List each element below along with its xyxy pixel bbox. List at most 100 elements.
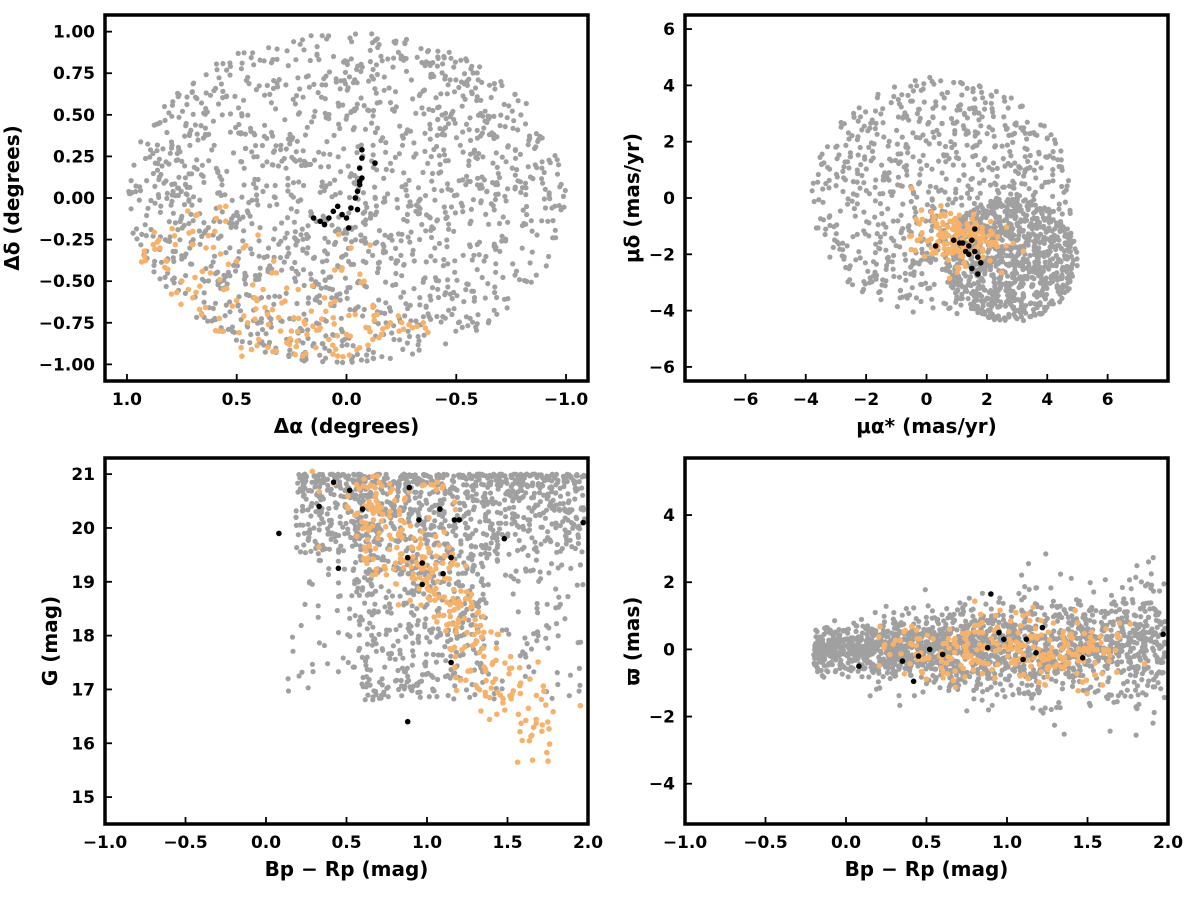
field-star — [503, 491, 509, 497]
candidate-star — [359, 175, 365, 181]
field-star — [303, 474, 309, 480]
field-star — [369, 642, 375, 648]
field-star — [910, 154, 916, 160]
field-star — [496, 501, 502, 507]
field-star — [485, 484, 491, 490]
field-star — [822, 231, 828, 238]
field-star — [248, 128, 254, 134]
field-star — [422, 621, 428, 627]
field-star — [387, 605, 393, 611]
y-tick-label: 0.00 — [53, 189, 95, 209]
field-star — [435, 626, 441, 632]
field-star — [321, 188, 327, 194]
field-star — [963, 273, 969, 279]
field-star — [473, 544, 479, 550]
field-star — [836, 152, 842, 158]
field-star — [1009, 244, 1015, 250]
field-star — [197, 197, 203, 203]
field-star — [175, 192, 181, 198]
field-star — [1022, 154, 1028, 160]
field-star — [1014, 191, 1020, 197]
field-star — [533, 557, 540, 563]
field-star — [436, 104, 442, 110]
field-star — [992, 212, 998, 218]
field-star — [554, 157, 560, 163]
x-tick-label: 4 — [1041, 390, 1053, 410]
field-star — [1025, 158, 1031, 164]
field-star — [954, 288, 960, 295]
field-star — [499, 678, 505, 684]
field-star — [914, 194, 920, 200]
field-star — [526, 505, 532, 511]
field-star — [514, 167, 520, 173]
member-star — [241, 313, 247, 319]
y-tick-label: 0.25 — [53, 147, 95, 167]
member-star — [255, 336, 262, 343]
field-star — [1068, 253, 1074, 259]
field-star — [375, 265, 381, 271]
field-star — [362, 240, 368, 246]
field-star — [178, 188, 184, 194]
member-star — [365, 342, 371, 349]
field-star — [241, 182, 247, 188]
field-star — [904, 295, 910, 301]
x-tick-label: −0.5 — [434, 390, 478, 410]
field-star — [405, 590, 411, 596]
member-star — [371, 312, 377, 319]
field-star — [503, 198, 509, 204]
field-star — [221, 277, 227, 283]
field-star — [899, 294, 906, 300]
field-star — [362, 209, 368, 215]
field-star — [318, 509, 324, 515]
field-star — [199, 276, 205, 282]
field-star — [458, 57, 464, 63]
field-star — [353, 559, 359, 566]
field-star — [896, 274, 903, 280]
field-star — [224, 67, 230, 73]
field-star — [499, 686, 505, 692]
member-star — [179, 278, 185, 285]
field-star — [470, 482, 476, 488]
field-star — [1039, 184, 1045, 190]
field-star — [249, 251, 255, 257]
field-star — [486, 221, 492, 227]
member-star — [967, 230, 973, 236]
field-star — [1010, 185, 1016, 191]
field-star — [344, 61, 350, 68]
member-star — [352, 311, 359, 318]
field-star — [865, 128, 871, 134]
field-star — [562, 616, 568, 622]
field-star — [366, 347, 372, 353]
field-star — [398, 294, 404, 300]
field-star — [427, 532, 433, 538]
field-star — [175, 185, 181, 191]
x-tick-label: −6 — [732, 390, 758, 410]
field-star — [391, 336, 397, 343]
field-star — [324, 251, 331, 257]
field-star — [895, 114, 902, 120]
field-star — [458, 549, 464, 555]
field-star — [271, 148, 278, 154]
member-star — [233, 258, 240, 265]
field-star — [417, 196, 423, 202]
field-star — [389, 330, 395, 336]
field-star — [959, 291, 965, 297]
field-star — [363, 658, 369, 664]
field-star — [224, 168, 230, 174]
field-star — [1064, 226, 1070, 232]
field-star — [498, 79, 504, 85]
field-star — [326, 69, 333, 75]
y-tick-label: −6 — [649, 358, 675, 378]
field-star — [533, 513, 539, 519]
field-star — [1031, 238, 1037, 245]
member-star — [277, 328, 284, 334]
candidate-star — [959, 240, 966, 246]
field-star — [309, 119, 315, 125]
field-star — [156, 120, 162, 126]
field-star — [476, 239, 483, 245]
field-star — [364, 352, 370, 358]
field-star — [239, 194, 245, 200]
field-star — [242, 281, 249, 287]
field-star — [815, 171, 821, 178]
field-star — [167, 238, 173, 244]
